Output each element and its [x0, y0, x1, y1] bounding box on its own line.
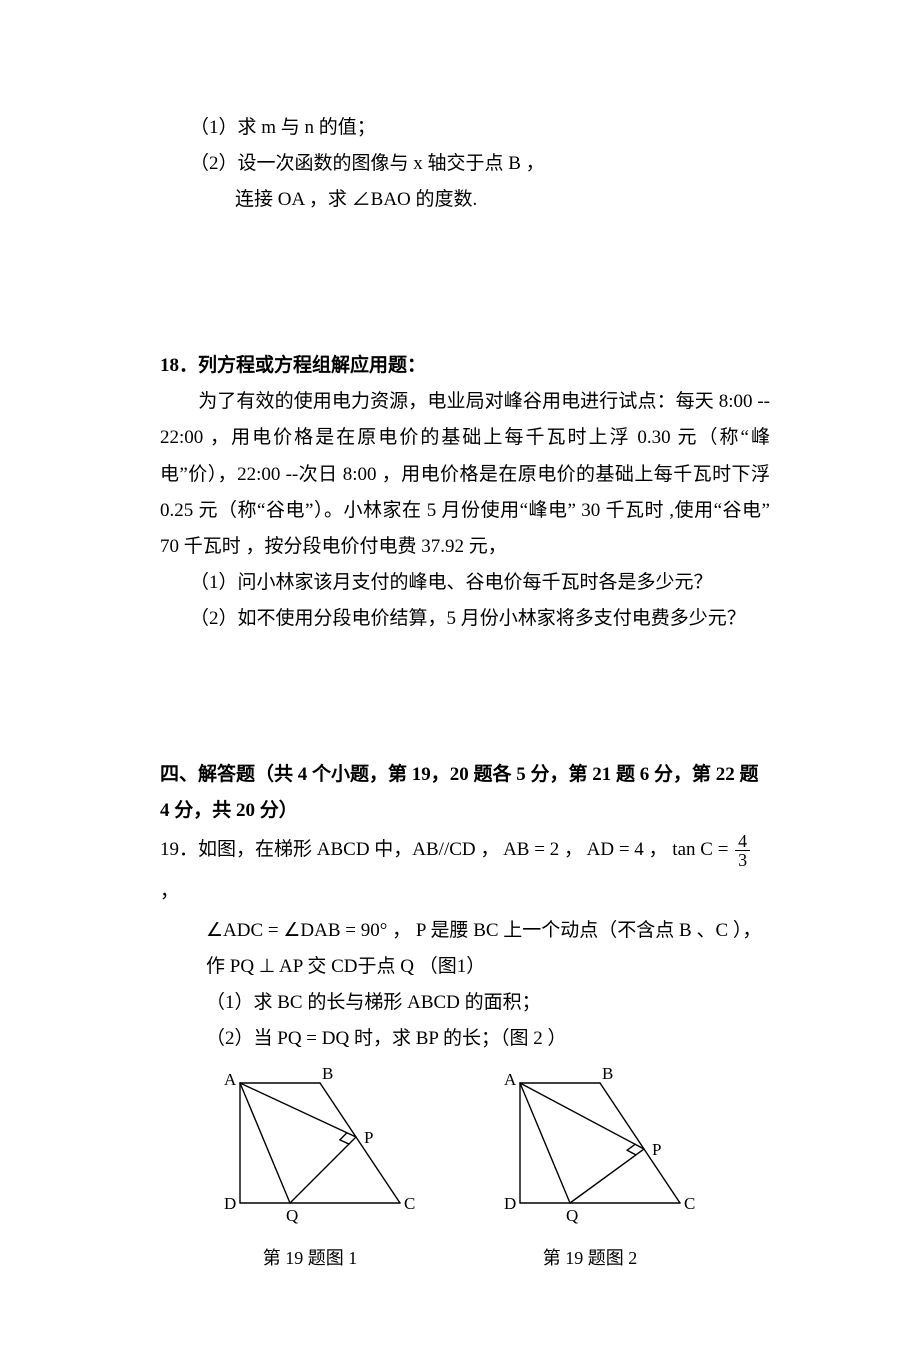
svg-text:B: B	[322, 1064, 333, 1083]
q19-part2: （2）当 PQ = DQ 时，求 BP 的长；（图 2 ）	[160, 1021, 770, 1057]
q18-heading: 18．列方程或方程组解应用题：	[160, 348, 770, 384]
q19-line2: ∠ADC = ∠DAB = 90° ， P 是腰 BC 上一个动点（不含点 B …	[160, 913, 770, 985]
svg-text:D: D	[504, 1194, 516, 1213]
figure-2-cell: A B C D Q P 第 19 题图 2	[480, 1061, 700, 1275]
q19-line1: 19．如图，在梯形 ABCD 中，AB//CD ， AB = 2 ， AD = …	[160, 829, 770, 913]
svg-text:A: A	[504, 1070, 517, 1089]
q18-part1: （1）问小林家该月支付的峰电、谷电价每千瓦时各是多少元？	[160, 565, 770, 601]
svg-text:P: P	[364, 1128, 373, 1147]
q19-line1-after: ，	[160, 881, 179, 902]
svg-text:A: A	[224, 1070, 237, 1089]
q19-line1-before: 19．如图，在梯形 ABCD 中，AB//CD ， AB = 2 ， AD = …	[160, 839, 733, 860]
figure-row: A B C D Q P 第 19 题图 1 A B C D Q P 第 19 题图 2	[160, 1061, 770, 1275]
section4-title: 四、解答题（共 4 个小题，第 19，20 题各 5 分，第 21 题 6 分，…	[160, 757, 770, 829]
q18-part2: （2）如不使用分段电价结算，5 月份小林家将多支付电费多少元？	[160, 601, 770, 637]
q18-body: 为了有效的使用电力资源，电业局对峰谷用电进行试点：每天 8:00 -- 22:0…	[160, 384, 770, 564]
figure-1-svg: A B C D Q P	[200, 1061, 420, 1239]
figure-2-caption: 第 19 题图 2	[480, 1241, 700, 1275]
q17-part1: （1）求 m 与 n 的值；	[160, 110, 770, 146]
svg-text:Q: Q	[286, 1206, 298, 1225]
q19-part1: （1）求 BC 的长与梯形 ABCD 的面积；	[160, 985, 770, 1021]
svg-text:D: D	[224, 1194, 236, 1213]
fraction-4-3: 43	[735, 832, 750, 869]
figure-2-svg: A B C D Q P	[480, 1061, 700, 1239]
figure-1-caption: 第 19 题图 1	[200, 1241, 420, 1275]
svg-text:C: C	[404, 1194, 415, 1213]
figure-1-cell: A B C D Q P 第 19 题图 1	[200, 1061, 420, 1275]
svg-text:B: B	[602, 1064, 613, 1083]
q17-part2a: （2）设一次函数的图像与 x 轴交于点 B ，	[160, 146, 770, 182]
svg-text:P: P	[652, 1140, 661, 1159]
svg-text:Q: Q	[566, 1206, 578, 1225]
q17-part2b: 连接 OA ，求 ∠BAO 的度数.	[160, 182, 770, 218]
svg-text:C: C	[684, 1194, 695, 1213]
